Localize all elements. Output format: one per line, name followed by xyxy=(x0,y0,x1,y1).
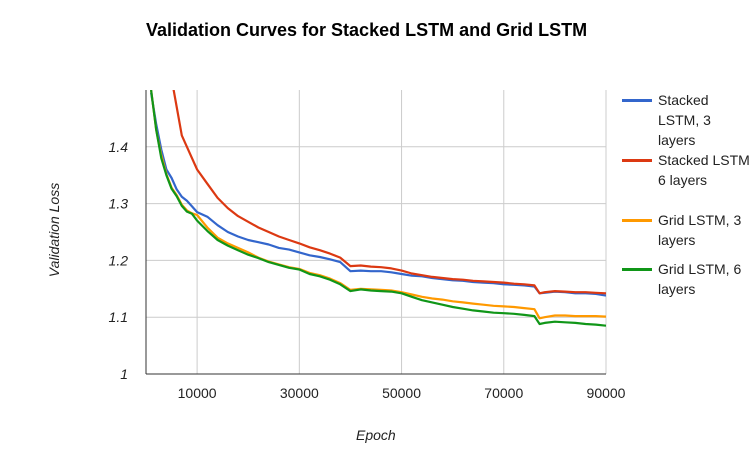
y-tick-label: 1.4 xyxy=(109,139,129,155)
legend-label: Grid LSTM, 3 layers xyxy=(658,212,742,248)
x-tick-label: 90000 xyxy=(587,385,626,401)
legend-swatch xyxy=(622,99,652,102)
series-line-3 xyxy=(150,90,606,320)
tick-labels: 10000 30000 50000 70000 90000 1 1.1 1.2 1.3 1.4 xyxy=(109,139,626,401)
x-tick-label: 10000 xyxy=(178,385,217,401)
series-lines xyxy=(150,90,606,327)
chart-title: Validation Curves for Stacked LSTM and G… xyxy=(146,20,588,40)
series-line-1 xyxy=(150,92,606,297)
series-line-2 xyxy=(172,90,606,295)
x-tick-label: 50000 xyxy=(382,385,421,401)
x-axis-label: Epoch xyxy=(356,427,396,443)
y-tick-label: 1.2 xyxy=(109,252,129,268)
y-tick-label: 1.1 xyxy=(109,309,128,325)
legend-swatch xyxy=(622,159,652,162)
x-tick-label: 70000 xyxy=(484,385,523,401)
legend-label: Grid LSTM, 6 layers xyxy=(658,261,742,297)
y-tick-label: 1 xyxy=(120,366,128,382)
series-line-4 xyxy=(150,90,606,327)
legend-swatch xyxy=(622,219,652,222)
axes xyxy=(145,90,606,375)
legend-label: Stacked LSTM, 3 layers xyxy=(658,92,711,148)
legend-swatch xyxy=(622,268,652,271)
legend-label: Stacked LSTM 6 layers xyxy=(658,152,750,188)
x-tick-label: 30000 xyxy=(280,385,319,401)
y-axis-label: Validation Loss xyxy=(46,182,62,278)
y-tick-label: 1.3 xyxy=(109,196,129,212)
grid-lines xyxy=(146,90,607,375)
